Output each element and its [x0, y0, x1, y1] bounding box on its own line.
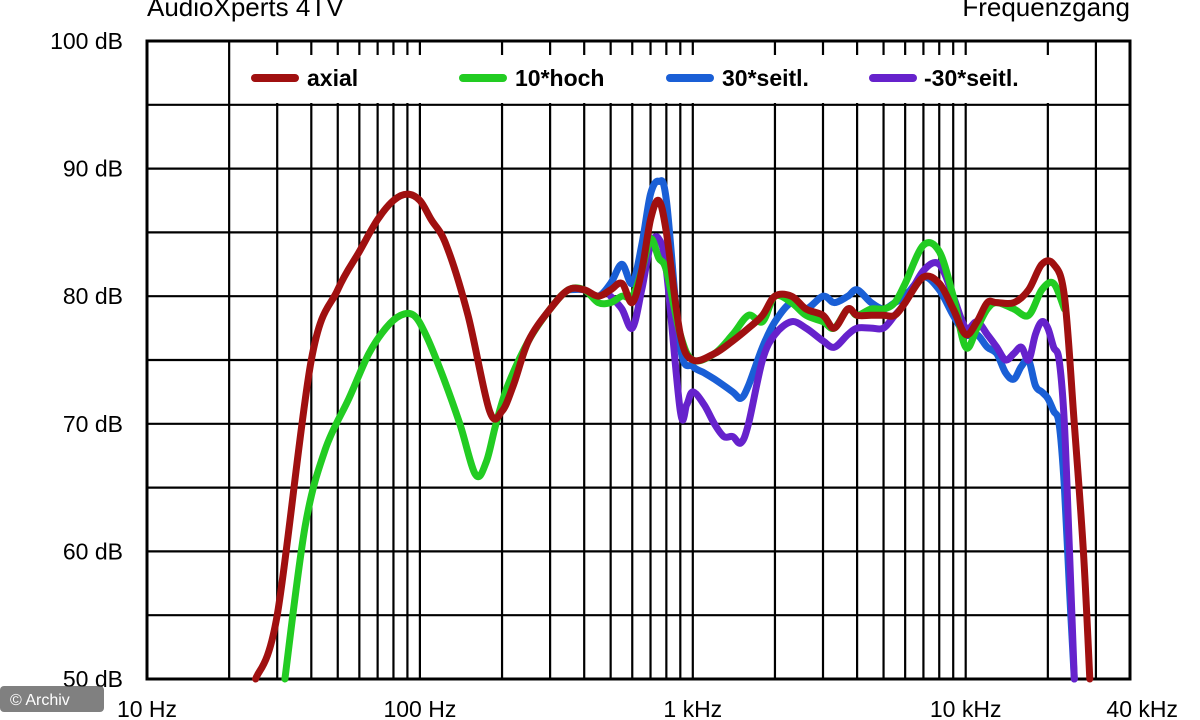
series-line-2: [564, 177, 1078, 683]
x-tick-labels: 10 Hz 100 Hz 1 kHz 10 kHz 40 kHz: [117, 696, 1178, 720]
header-right-title: Frequenzgang: [962, 0, 1130, 22]
y-tick-label: 100 dB: [50, 28, 123, 54]
credit-badge-background: [0, 686, 104, 712]
legend-label-1: 10*hoch: [515, 65, 604, 91]
header-left-title: AudioXperts 4TV: [147, 0, 344, 22]
y-tick-label: 60 dB: [63, 538, 123, 564]
y-tick-label: 70 dB: [63, 411, 123, 437]
x-tick-label: 100 Hz: [383, 696, 456, 720]
legend-label-3: -30*seitl.: [924, 65, 1019, 91]
plot-frame: [145, 39, 1132, 681]
series-line-0: [252, 190, 1094, 683]
credit-text: © Archiv: [10, 692, 70, 709]
legend-label-0: axial: [307, 65, 358, 91]
legend-label-2: 30*seitl.: [722, 65, 809, 91]
x-tick-label: 10 kHz: [930, 696, 1002, 720]
x-tick-label: 10 Hz: [117, 696, 177, 720]
legend-background: [240, 55, 1060, 103]
y-tick-label: 80 dB: [63, 283, 123, 309]
credit-badge: © Archiv: [0, 686, 104, 712]
y-tick-label: 90 dB: [63, 156, 123, 182]
series-lines: [252, 177, 1094, 683]
legend: axial 10*hoch 30*seitl. -30*seitl.: [240, 55, 1060, 103]
x-tick-label: 40 kHz: [1106, 696, 1178, 720]
series-line-3: [607, 233, 1078, 683]
x-tick-label: 1 kHz: [663, 696, 722, 720]
